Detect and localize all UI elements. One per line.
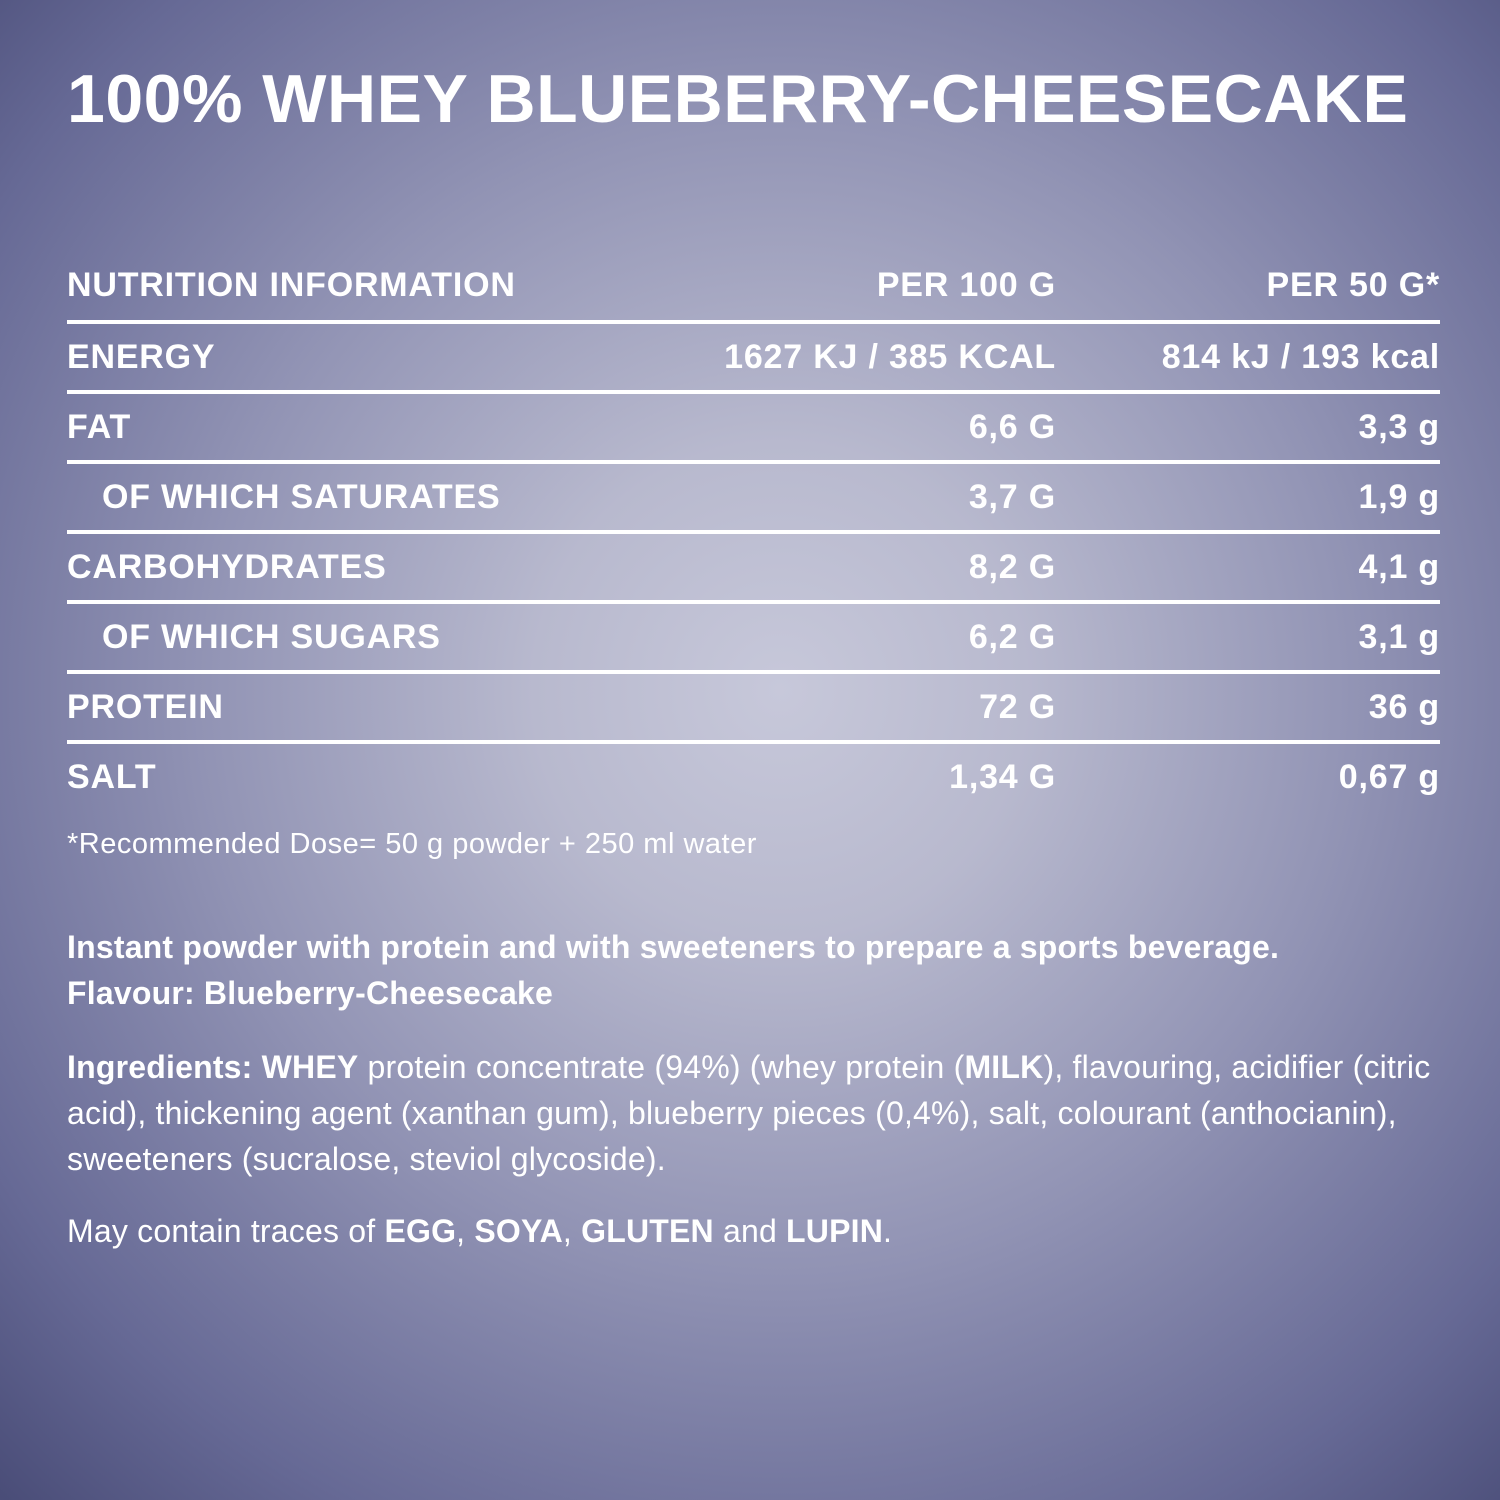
text-segment: May contain traces of [67,1213,385,1249]
column-header-per-100g: PER 100 G [876,266,1056,304]
row-nutrient-label: FAT [67,408,132,446]
row-nutrient-label: OF WHICH SUGARS [102,618,441,656]
row-value-per-100g: 6,2 G [968,618,1056,656]
text-segment: protein concentrate (94%) (whey protein … [358,1049,965,1085]
row-value-per-100g: 72 G [979,688,1056,726]
row-value-per-50g: 3,3 g [1358,408,1440,446]
allergen-traces-paragraph: May contain traces of EGG, SOYA, GLUTEN … [67,1208,1440,1254]
row-value-per-100g: 1627 KJ / 385 KCAL [724,338,1056,376]
text-segment: . [883,1213,893,1249]
row-nutrient-label: OF WHICH SATURATES [102,478,501,516]
column-header-per-50g: PER 50 G* [1266,266,1440,304]
row-value-per-100g: 6,6 G [968,408,1056,446]
description-line-2: Flavour: Blueberry-Cheesecake [67,975,554,1011]
row-value-per-50g: 36 g [1368,688,1440,726]
bold-text-segment: LUPIN [786,1213,884,1249]
row-value-per-50g: 3,1 g [1358,618,1440,656]
text-segment: , [456,1213,475,1249]
row-nutrient-label: PROTEIN [67,688,224,726]
row-nutrient-label: SALT [67,758,157,796]
bold-text-segment: MILK [964,1049,1044,1085]
table-row: PROTEIN 72 G 36 g [67,674,1440,744]
text-segment: ), flavouring, acidifier (citric acid), … [67,1049,1431,1177]
table-row: FAT 6,6 G 3,3 g [67,394,1440,464]
column-header-nutrition-information: NUTRITION INFORMATION [67,266,516,304]
row-value-per-100g: 3,7 G [968,478,1056,516]
row-value-per-50g: 1,9 g [1358,478,1440,516]
row-value-per-50g: 814 kJ / 193 kcal [1161,338,1440,376]
row-nutrient-label: CARBOHYDRATES [67,548,387,586]
row-nutrient-label: ENERGY [67,338,216,376]
nutrition-table: NUTRITION INFORMATION PER 100 G PER 50 G… [67,266,1440,810]
text-segment: and [713,1213,787,1249]
table-header-row: NUTRITION INFORMATION PER 100 G PER 50 G… [67,266,1440,324]
row-value-per-100g: 8,2 G [968,548,1056,586]
table-rows: ENERGY 1627 KJ / 385 KCAL 814 kJ / 193 k… [67,324,1440,810]
table-row: SALT 1,34 G 0,67 g [67,744,1440,810]
row-value-per-50g: 4,1 g [1358,548,1440,586]
ingredients-paragraph: Ingredients: WHEY protein concentrate (9… [67,1044,1440,1182]
bold-text-segment: EGG [384,1213,457,1249]
table-row: OF WHICH SATURATES 3,7 G 1,9 g [67,464,1440,534]
row-value-per-100g: 1,34 G [949,758,1056,796]
bold-text-segment: GLUTEN [581,1213,714,1249]
footnote-recommended-dose: *Recommended Dose= 50 g powder + 250 ml … [67,828,757,860]
product-description: Instant powder with protein and with swe… [67,924,1440,1016]
bold-text-segment: Ingredients: WHEY [67,1049,359,1085]
row-value-per-50g: 0,67 g [1338,758,1440,796]
table-row: OF WHICH SUGARS 6,2 G 3,1 g [67,604,1440,674]
product-title: 100% WHEY BLUEBERRY-CHEESECAKE [67,61,1409,137]
text-segment: , [562,1213,582,1249]
table-row: CARBOHYDRATES 8,2 G 4,1 g [67,534,1440,604]
bold-text-segment: SOYA [474,1213,563,1249]
description-line-1: Instant powder with protein and with swe… [67,929,1280,965]
table-row: ENERGY 1627 KJ / 385 KCAL 814 kJ / 193 k… [67,324,1440,394]
